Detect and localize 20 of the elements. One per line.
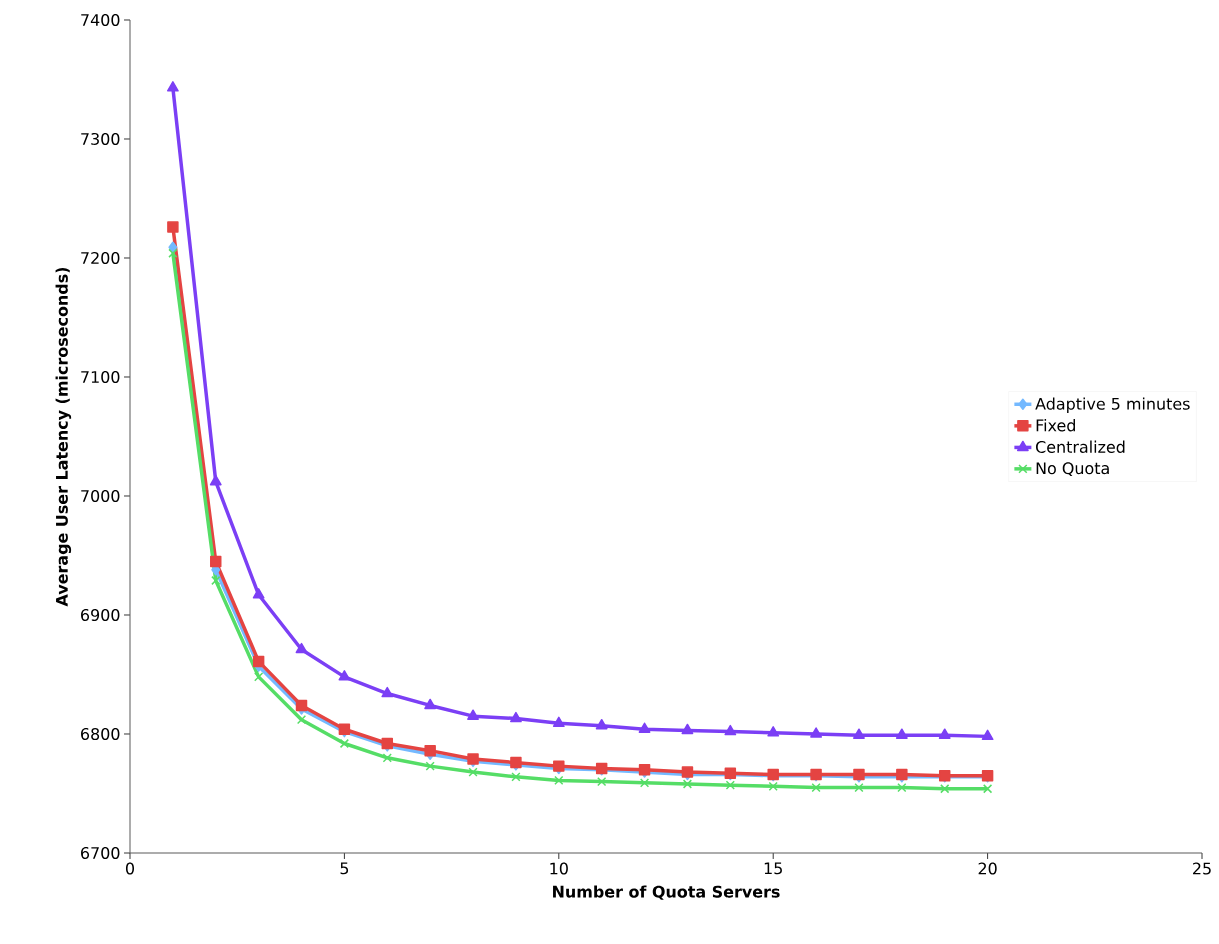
y-tick-label: 7100 — [81, 370, 120, 384]
y-tick-label: 6900 — [81, 608, 120, 622]
legend-label: Centralized — [1036, 440, 1125, 453]
y-tick-label: 7200 — [81, 251, 120, 265]
x-axis-title: Number of Quota Servers — [553, 885, 780, 900]
y-tick-label: 6800 — [81, 727, 120, 741]
x-tick-label: 15 — [764, 862, 782, 875]
y-tick-label: 7300 — [81, 132, 120, 146]
legend-label: Fixed — [1036, 419, 1075, 432]
y-tick-label: 6700 — [81, 846, 120, 860]
x-tick-label: 25 — [1193, 862, 1211, 875]
y-tick-label: 7000 — [81, 489, 120, 503]
x-tick-label: 20 — [978, 862, 997, 875]
legend-label: No Quota — [1036, 462, 1109, 477]
x-tick-label: 0 — [125, 862, 135, 875]
x-tick-label: 5 — [340, 862, 349, 875]
x-tick-label: 10 — [550, 862, 568, 875]
y-tick-label: 7400 — [81, 13, 120, 27]
y-axis-title: Average User Latency (microseconds) — [55, 267, 72, 607]
legend-label: Adaptive 5 minutes — [1035, 397, 1190, 413]
